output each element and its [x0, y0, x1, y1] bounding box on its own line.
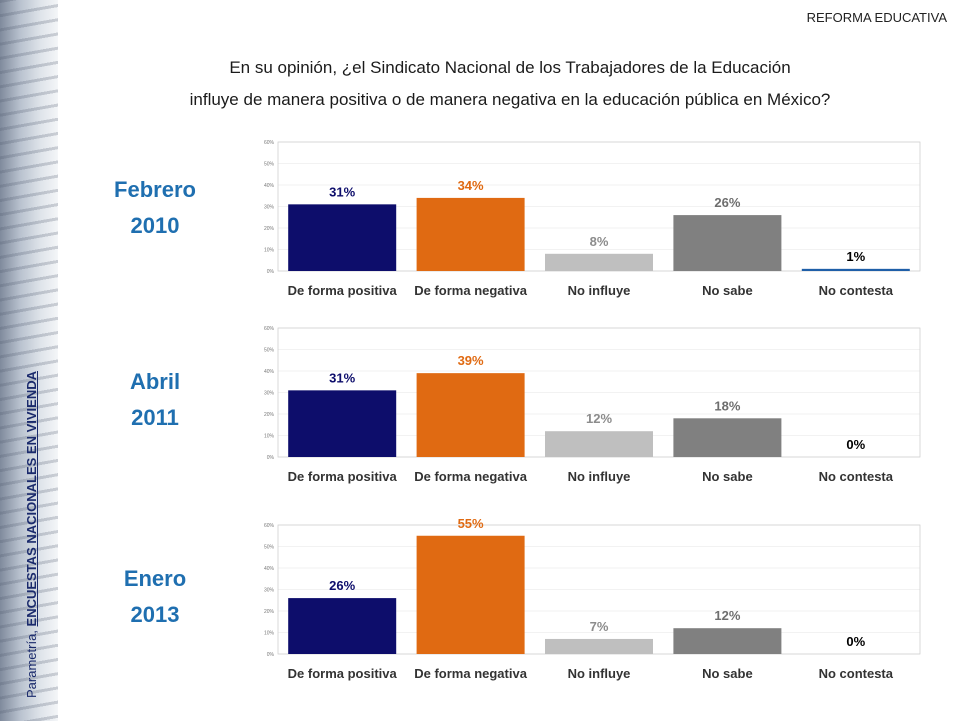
data-label: 7% — [590, 619, 609, 634]
category-label: De forma negativa — [414, 469, 527, 484]
data-label: 18% — [714, 398, 740, 413]
data-label: 26% — [714, 195, 740, 210]
data-label: 39% — [458, 353, 484, 368]
period-month: Enero — [123, 566, 187, 591]
category-label: No influye — [568, 666, 631, 681]
data-label: 55% — [458, 517, 484, 531]
y-tick-label: 30% — [264, 391, 275, 397]
data-label: 12% — [586, 411, 612, 426]
category-label: De forma negativa — [414, 666, 527, 681]
y-tick-label: 30% — [264, 205, 275, 211]
side-caption-emphasis: ENCUESTAS NACIONALES EN VIVIENDA — [24, 371, 39, 627]
category-label: No sabe — [702, 469, 753, 484]
side-caption-prefix: Parametría, — [24, 626, 39, 698]
category-label: No sabe — [702, 283, 753, 298]
bar-chart-abril-2011: 0% 10% 20% 30% 40% 50% 60% 31% De forma positiva… — [264, 326, 921, 484]
period-label-3: Enero 2013 — [95, 561, 215, 633]
category-label: No sabe — [702, 666, 753, 681]
question-line-2: influye de manera positiva o de manera n… — [189, 90, 831, 109]
y-tick-label: 40% — [264, 183, 275, 189]
period-year: 2010 — [130, 213, 180, 238]
category-label: De forma positiva — [288, 666, 398, 681]
category-label: De forma positiva — [288, 283, 398, 298]
period-label-1: Febrero 2010 — [95, 172, 215, 244]
bar — [288, 598, 397, 654]
y-tick-label: 20% — [264, 412, 275, 418]
y-tick-label: 60% — [264, 326, 275, 332]
category-label: No contesta — [819, 283, 894, 298]
decorative-side-strip — [0, 0, 58, 721]
data-label: 26% — [329, 578, 355, 593]
data-label: 31% — [329, 370, 355, 385]
bar-chart-enero-2013: 0% 10% 20% 30% 40% 50% 60% 26% De forma positiva… — [264, 517, 921, 681]
y-tick-label: 60% — [264, 140, 275, 146]
data-label: 12% — [714, 608, 740, 623]
category-label: No influye — [568, 283, 631, 298]
bar — [416, 373, 525, 457]
category-label: De forma positiva — [288, 469, 398, 484]
category-label: No influye — [568, 469, 631, 484]
y-tick-label: 20% — [264, 226, 275, 232]
side-caption: Parametría, ENCUESTAS NACIONALES EN VIVI… — [24, 371, 39, 698]
y-tick-label: 40% — [264, 369, 275, 375]
y-tick-label: 0% — [267, 455, 275, 461]
y-tick-label: 30% — [264, 588, 275, 594]
bar — [673, 215, 782, 271]
data-label: 34% — [458, 178, 484, 193]
bar — [673, 418, 782, 457]
bar — [673, 628, 782, 654]
y-tick-label: 60% — [264, 523, 275, 529]
data-label: 0% — [846, 634, 865, 649]
y-tick-label: 50% — [264, 545, 275, 551]
bar — [416, 535, 525, 654]
data-label: 1% — [846, 249, 865, 264]
data-label: 8% — [590, 234, 609, 249]
bar — [288, 204, 397, 271]
bar — [545, 431, 653, 457]
bar — [416, 197, 525, 271]
section-tag: REFORMA EDUCATIVA — [806, 10, 947, 25]
period-label-2: Abril 2011 — [95, 364, 215, 436]
data-label: 0% — [846, 437, 865, 452]
period-month: Febrero — [114, 177, 196, 202]
y-tick-label: 20% — [264, 609, 275, 615]
bar — [545, 253, 653, 271]
y-tick-label: 0% — [267, 652, 275, 658]
bar — [801, 268, 910, 271]
category-label: No contesta — [819, 469, 894, 484]
bar — [545, 638, 653, 654]
y-tick-label: 50% — [264, 348, 275, 354]
y-tick-label: 0% — [267, 269, 275, 275]
period-year: 2013 — [130, 602, 180, 627]
question-line-1: En su opinión, ¿el Sindicato Nacional de… — [229, 58, 791, 77]
category-label: De forma negativa — [414, 283, 527, 298]
period-year: 2011 — [131, 405, 179, 430]
y-tick-label: 10% — [264, 248, 275, 254]
y-tick-label: 10% — [264, 434, 275, 440]
data-label: 31% — [329, 184, 355, 199]
bar — [288, 390, 397, 457]
y-tick-label: 40% — [264, 566, 275, 572]
y-tick-label: 50% — [264, 162, 275, 168]
period-month: Abril — [129, 369, 181, 394]
y-tick-label: 10% — [264, 631, 275, 637]
bar-chart-febrero-2010: 0% 10% 20% 30% 40% 50% 60% 31% De forma positiva… — [264, 140, 921, 298]
category-label: No contesta — [819, 666, 894, 681]
